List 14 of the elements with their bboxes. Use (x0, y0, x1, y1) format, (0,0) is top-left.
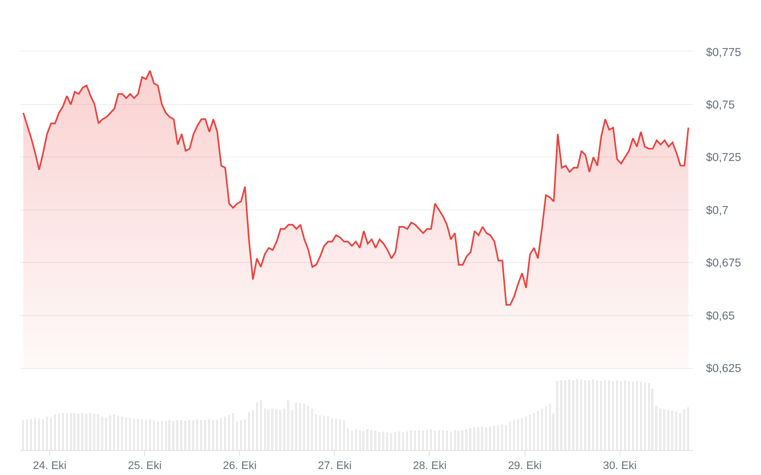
y-tick-label: $0,7 (706, 204, 728, 217)
y-tick-label: $0,725 (706, 152, 742, 164)
y-tick-label: $0,775 (706, 46, 742, 59)
x-tick-label: 28. Eki (412, 460, 447, 472)
x-tick-label: 27. Eki (318, 460, 352, 472)
y-tick-label: $0,675 (706, 258, 742, 270)
y-tick-label: $0,75 (706, 99, 735, 112)
x-tick-label: 24. Eki (32, 460, 67, 472)
y-tick-label: $0,65 (706, 310, 735, 322)
x-tick-label: 29. Eki (508, 460, 542, 472)
y-tick-label: $0,625 (706, 363, 742, 376)
x-tick-label: 26. Eki (222, 460, 257, 472)
x-tick-label: 25. Eki (128, 460, 162, 472)
x-tick-label: 30. Eki (602, 460, 637, 472)
